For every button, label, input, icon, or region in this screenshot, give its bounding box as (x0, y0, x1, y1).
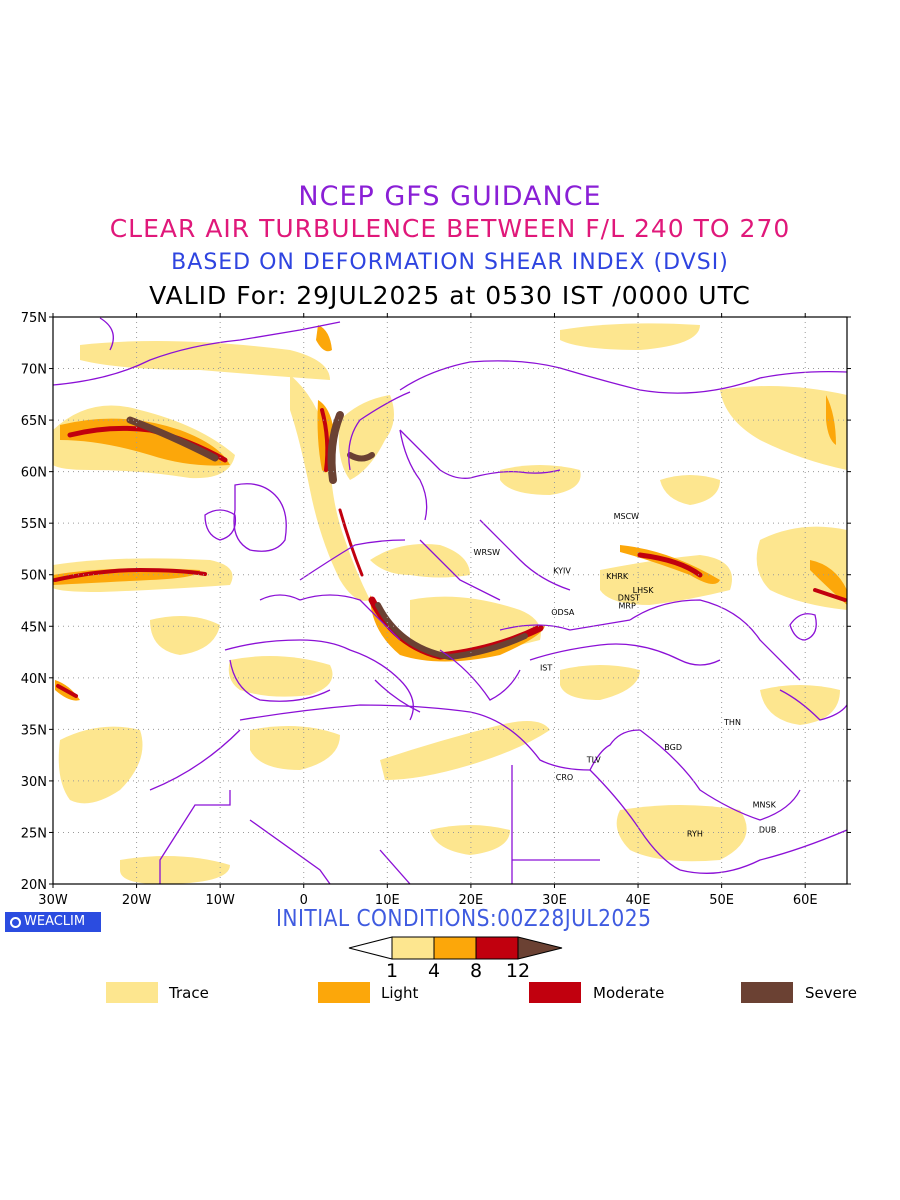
colorbar-light (433, 936, 477, 960)
city-label-khrk: KHRK (606, 572, 629, 581)
lat-label: 20N (21, 878, 47, 893)
lat-label: 60N (21, 466, 47, 481)
legend-label-severe: Severe (805, 984, 857, 1002)
title-valid-time: VALID For: 29JUL2025 at 0530 IST /0000 U… (149, 281, 751, 310)
city-label-bgd: BGD (664, 743, 682, 752)
lon-label: 30E (542, 893, 567, 908)
city-label-kyiv: KYIV (553, 567, 571, 576)
lon-label: 10W (205, 893, 235, 908)
legend-swatch-light (318, 982, 370, 1003)
colorbar-threshold-4: 4 (427, 960, 441, 982)
legend-label-moderate: Moderate (593, 984, 665, 1002)
colorbar-low-arrow (348, 936, 393, 960)
weaclim-logo-icon (10, 916, 21, 928)
city-label-dnst: DNST (618, 593, 640, 602)
initial-conditions: INITIAL CONDITIONS:00Z28JUL2025 (276, 906, 652, 932)
colorbar-threshold-8: 8 (469, 960, 483, 982)
lat-label: 75N (21, 311, 47, 326)
city-label-ist: IST (540, 664, 552, 673)
weaclim-brand: WEACLIM (5, 912, 101, 932)
city-label-mrp: MRP (619, 602, 636, 611)
title-dvsi: BASED ON DEFORMATION SHEAR INDEX (DVSI) (171, 250, 729, 275)
lat-label: 30N (21, 775, 47, 790)
city-label-ryh: RYH (687, 829, 703, 838)
legend-label-light: Light (381, 984, 419, 1002)
lon-label: 20W (122, 893, 152, 908)
colorbar-severe-arrow (517, 936, 563, 960)
city-label-mnsk: MNSK (753, 801, 777, 810)
lon-label: 0 (300, 893, 308, 908)
latitude-labels: 75N 70N 65N 60N 55N 50N 45N 40N 35N 30N 25N 20N (21, 311, 47, 893)
longitude-labels: 30W 20W 10W 0 10E 20E 30E 40E 50E 60E (38, 893, 817, 908)
lat-label: 50N (21, 569, 47, 584)
lat-label: 45N (21, 620, 47, 635)
coastlines (53, 317, 847, 884)
legend-swatch-moderate (529, 982, 581, 1003)
city-label-odsa: ODSA (551, 608, 575, 617)
lon-label: 50E (709, 893, 734, 908)
title-cat-layer: CLEAR AIR TURBULENCE BETWEEN F/L 240 TO … (109, 214, 791, 243)
colorbar-threshold-1: 1 (385, 960, 399, 982)
axis-ticks (49, 313, 851, 888)
city-label-thn: THN (723, 718, 741, 727)
lat-label: 25N (21, 826, 47, 841)
title-ncep-gfs: NCEP GFS GUIDANCE (298, 181, 602, 212)
city-label-tlv: TLV (586, 755, 601, 764)
turbulence-fields (53, 323, 847, 884)
map-frame (52, 316, 848, 885)
lat-label: 65N (21, 414, 47, 429)
lat-label: 35N (21, 723, 47, 738)
legend-swatch-trace (106, 982, 158, 1003)
city-label-cro: CRO (556, 773, 573, 782)
lon-label: 20E (459, 893, 484, 908)
city-label-wrsw: WRSW (474, 548, 501, 557)
colorbar (348, 936, 563, 960)
colorbar-moderate (475, 936, 519, 960)
lat-label: 40N (21, 672, 47, 687)
colorbar-threshold-12: 12 (505, 960, 531, 982)
lon-label: 40E (626, 893, 651, 908)
city-label-mscw: MSCW (614, 512, 640, 521)
lon-label: 10E (375, 893, 400, 908)
city-label-lhsk: LHSK (633, 586, 655, 595)
weaclim-brand-text: WEACLIM (24, 914, 86, 929)
lat-label: 70N (21, 363, 47, 378)
city-label-dub: DUB (759, 825, 777, 834)
colorbar-trace (391, 936, 435, 960)
lat-label: 55N (21, 517, 47, 532)
lon-label: 30W (38, 893, 68, 908)
legend-swatch-severe (741, 982, 793, 1003)
lon-label: 60E (793, 893, 818, 908)
legend-label-trace: Trace (169, 984, 209, 1002)
